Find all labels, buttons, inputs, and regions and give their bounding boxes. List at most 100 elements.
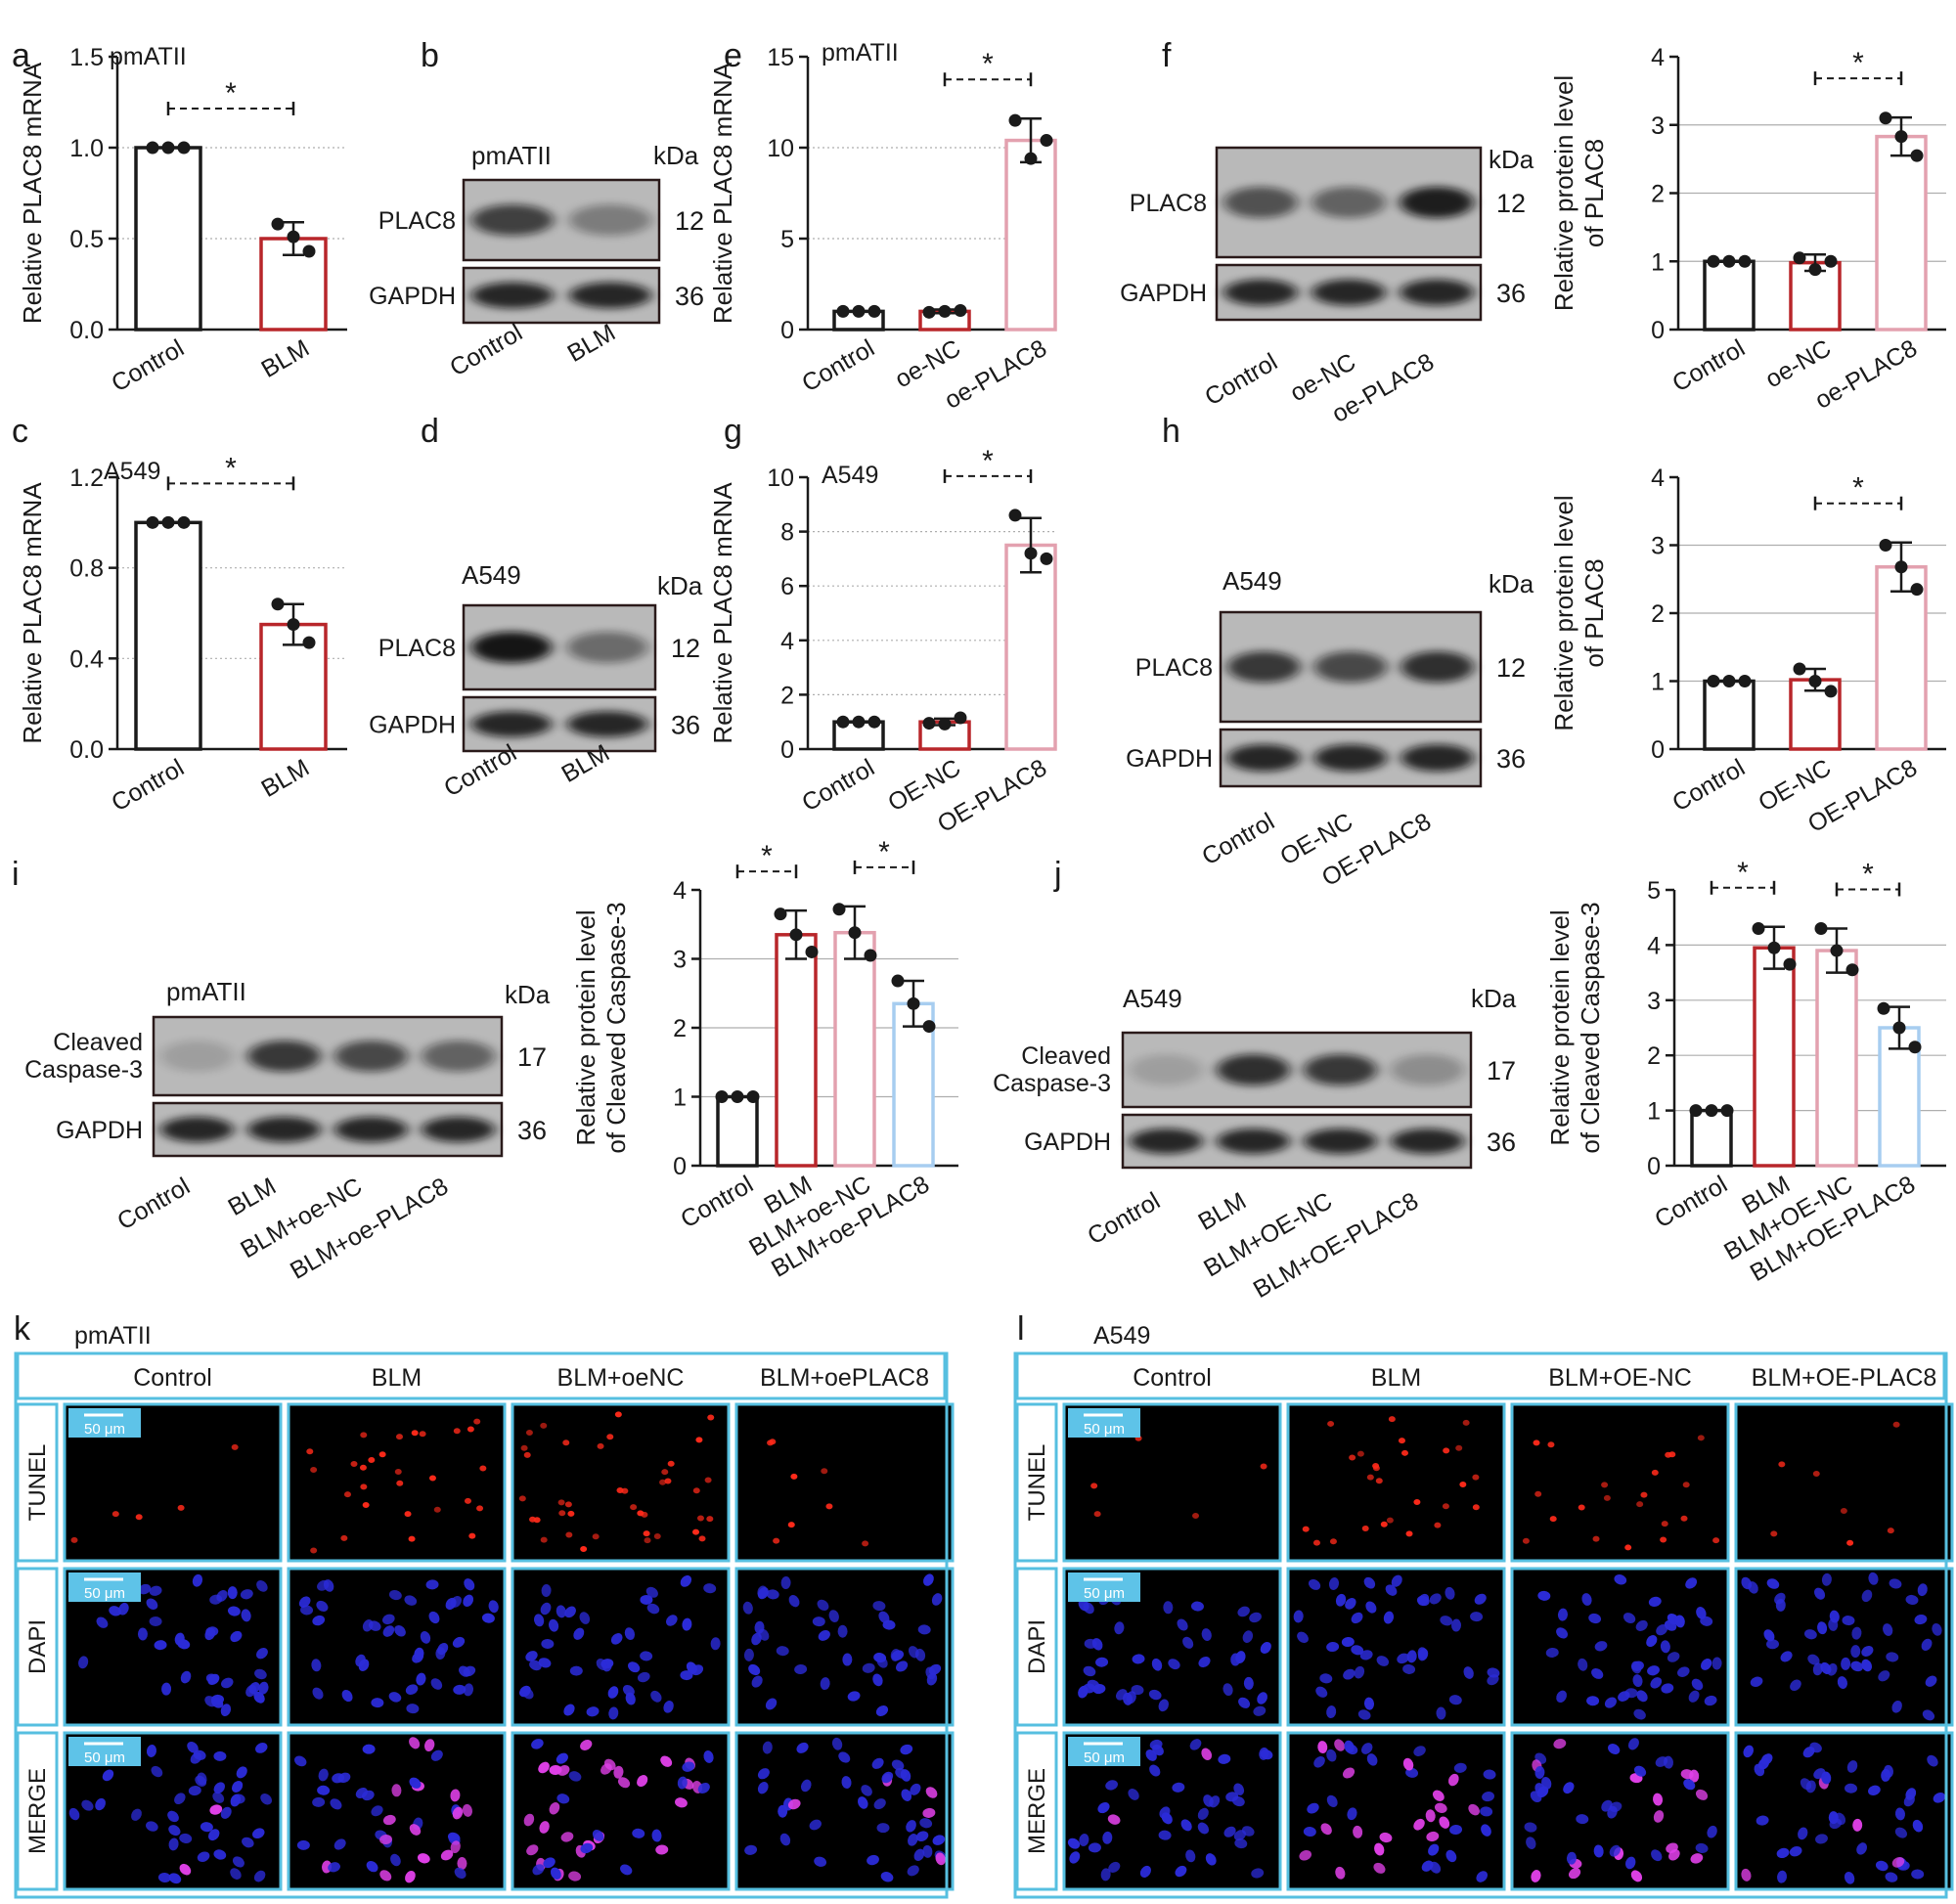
dapi-nucleus xyxy=(1685,1577,1698,1589)
micro-row-label: TUNEL xyxy=(1024,1444,1050,1522)
dapi-nucleus xyxy=(1429,1861,1442,1874)
dapi-nucleus xyxy=(254,1668,267,1680)
blot-b: pmATII kDa PLAC8 12 GAPDH 36 Control BLM xyxy=(369,141,704,381)
dapi-nucleus xyxy=(568,1771,582,1782)
tunel-nucleus xyxy=(1522,1537,1530,1544)
dapi-nucleus xyxy=(564,1606,576,1618)
tunel-nucleus xyxy=(1533,1439,1540,1446)
merged-nucleus xyxy=(1553,1739,1567,1749)
sig-star: * xyxy=(982,445,994,477)
data-point xyxy=(302,244,316,258)
tunel-nucleus xyxy=(1400,1449,1408,1456)
dapi-nucleus xyxy=(459,1665,470,1677)
y-tick-label: 2 xyxy=(1651,600,1665,628)
micro-frame xyxy=(1013,1351,1948,1899)
merged-nucleus xyxy=(417,1853,430,1864)
merged-nucleus xyxy=(405,1870,416,1883)
y-tick-label: 0.4 xyxy=(69,645,104,673)
tunel-nucleus xyxy=(1329,1538,1337,1545)
dapi-nucleus xyxy=(1861,1645,1874,1657)
tunel-nucleus xyxy=(343,1491,351,1498)
dapi-nucleus xyxy=(1775,1598,1786,1612)
dapi-nucleus xyxy=(1326,1794,1338,1808)
tunel-nucleus xyxy=(1405,1530,1413,1537)
merged-nucleus xyxy=(1107,1814,1121,1825)
dapi-nucleus xyxy=(1083,1665,1096,1677)
panel-letter-i: i xyxy=(12,856,20,893)
blot-lane-label: Control xyxy=(445,319,527,382)
tunel-nucleus xyxy=(1356,1450,1364,1457)
protein-band xyxy=(470,632,553,663)
micro-image xyxy=(1510,1402,1730,1563)
dapi-nucleus xyxy=(81,1799,94,1811)
tunel-nucleus xyxy=(520,1444,528,1451)
tunel-nucleus xyxy=(1887,1528,1894,1534)
dapi-nucleus xyxy=(1586,1696,1600,1706)
sig-star: * xyxy=(1862,858,1874,890)
dapi-nucleus xyxy=(208,1829,220,1841)
protein-band xyxy=(1130,1054,1203,1085)
dapi-nucleus xyxy=(213,1849,227,1860)
data-point xyxy=(1707,254,1720,268)
dapi-nucleus xyxy=(1851,1626,1862,1640)
panel-letter-j: j xyxy=(1053,856,1062,893)
dapi-nucleus xyxy=(362,1744,376,1754)
tunel-nucleus xyxy=(433,1506,441,1513)
dapi-nucleus xyxy=(1545,1647,1559,1659)
scale-bar-label: 50 μm xyxy=(84,1749,125,1766)
tunel-nucleus xyxy=(1840,1508,1847,1515)
dapi-nucleus xyxy=(1345,1597,1356,1610)
protein-band xyxy=(1391,1054,1464,1085)
dapi-nucleus xyxy=(1100,1868,1111,1882)
dapi-nucleus xyxy=(529,1660,542,1671)
y-axis-label-line: Relative protein level xyxy=(571,909,600,1145)
blot-cell-label: pmATII xyxy=(471,141,552,170)
dapi-nucleus xyxy=(205,1673,219,1684)
dapi-nucleus xyxy=(862,1662,875,1673)
dapi-nucleus xyxy=(409,1777,422,1789)
dapi-nucleus xyxy=(1257,1692,1267,1705)
micro-group-label: BLM+oePLAC8 xyxy=(760,1364,929,1392)
dapi-nucleus xyxy=(1145,1749,1157,1761)
dapi-nucleus xyxy=(857,1796,868,1809)
protein-band xyxy=(1311,279,1386,306)
band-kda: 17 xyxy=(517,1042,547,1072)
tunel-nucleus xyxy=(1312,1539,1320,1546)
merged-nucleus xyxy=(1653,1810,1665,1823)
dapi-nucleus xyxy=(1360,1743,1373,1754)
dapi-nucleus xyxy=(1453,1762,1467,1773)
tunel-nucleus xyxy=(1665,1451,1672,1458)
data-point xyxy=(746,1090,760,1103)
merged-nucleus xyxy=(409,1824,422,1836)
dapi-nucleus xyxy=(1190,1601,1204,1612)
tunel-nucleus xyxy=(378,1451,386,1458)
dapi-nucleus xyxy=(1566,1851,1577,1865)
dapi-nucleus xyxy=(796,1742,809,1753)
data-point xyxy=(1845,963,1859,977)
tunel-nucleus xyxy=(659,1479,667,1485)
protein-band xyxy=(247,1117,321,1142)
dapi-nucleus xyxy=(873,1798,886,1810)
dapi-nucleus xyxy=(1347,1807,1357,1821)
dapi-nucleus xyxy=(1750,1676,1763,1687)
dapi-nucleus xyxy=(388,1692,402,1703)
tunel-nucleus xyxy=(340,1534,348,1541)
dapi-nucleus xyxy=(1482,1792,1495,1802)
dapi-nucleus xyxy=(192,1573,203,1587)
x-tick-label: Control xyxy=(107,334,189,398)
dapi-nucleus xyxy=(1633,1708,1646,1720)
tunel-nucleus xyxy=(306,1448,314,1455)
dapi-nucleus xyxy=(875,1705,889,1716)
protein-band xyxy=(1391,1129,1464,1154)
dapi-nucleus xyxy=(1889,1578,1902,1589)
y-tick-label: 0 xyxy=(780,736,794,764)
merged-nucleus xyxy=(382,1814,396,1826)
dapi-nucleus xyxy=(404,1595,418,1606)
panel-letter-b: b xyxy=(421,37,439,74)
dapi-nucleus xyxy=(812,1616,825,1627)
dapi-nucleus xyxy=(256,1648,268,1660)
dapi-nucleus xyxy=(1445,1586,1455,1600)
tunel-nucleus xyxy=(540,1422,548,1429)
sig-star: * xyxy=(982,48,994,80)
tunel-nucleus xyxy=(1443,1447,1450,1454)
